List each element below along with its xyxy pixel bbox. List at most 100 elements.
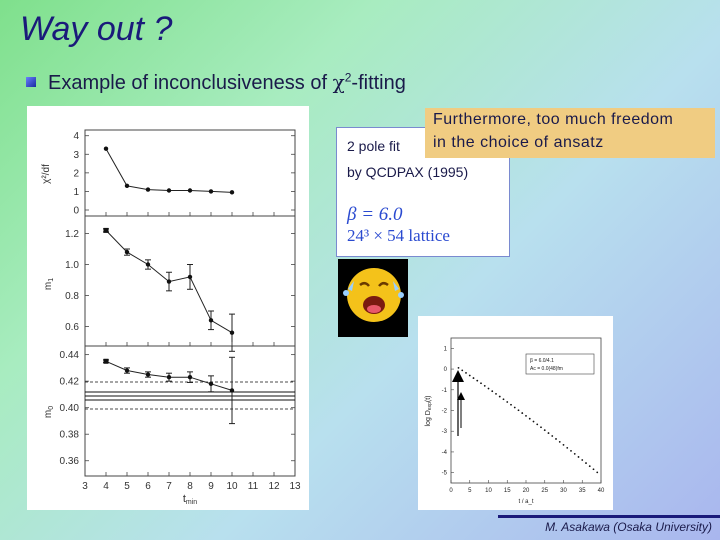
xtick-label: 8 <box>187 481 193 492</box>
right-xtick-label: 20 <box>523 488 530 494</box>
correlator-point <box>495 392 497 395</box>
xtick-label: 10 <box>226 481 238 492</box>
panel_chi-point <box>145 187 151 192</box>
chi2-axis-label: χ²/df <box>41 164 52 184</box>
panel_m0-point <box>208 381 214 387</box>
correlator-point <box>521 412 524 414</box>
correlator-point <box>525 414 527 417</box>
correlator-plot: β = 6.0/4.1 Ac = 0.0(48)fm 10-1-2-3-4-50… <box>425 337 605 505</box>
source-label: by QCDPAX (1995) <box>347 164 469 180</box>
right-legend-line1: β = 6.0/4.1 <box>530 358 554 364</box>
correlator-point <box>585 462 587 464</box>
correlator-figure: β = 6.0/4.1 Ac = 0.0(48)fm 1 0 -1 -2 -3 -4 -5 0… <box>418 316 613 510</box>
right-ytick-label: -1 <box>442 388 448 394</box>
correlator-point <box>491 390 494 393</box>
correlator-point <box>510 403 512 406</box>
beta-label: β = 6.0 <box>347 204 403 225</box>
panel_chi-ytick-label: 0 <box>73 206 79 217</box>
right-x-axis-label: t / a_t <box>518 499 533 505</box>
right-legend-line2: Ac = 0.0(48)fm <box>530 366 563 372</box>
correlator-point <box>472 377 475 379</box>
right-ytick-label: 0 <box>444 367 448 373</box>
panel_chi-point <box>103 146 109 151</box>
bullet-item: Example of inconclusiveness of χ2-fittin… <box>26 68 406 96</box>
lattice-label: 24³ × 54 lattice <box>347 226 450 245</box>
right-xtick-label: 15 <box>504 488 511 494</box>
panel_m1-point <box>124 249 130 255</box>
xtick-label: 6 <box>145 481 151 492</box>
right-xtick-label: 25 <box>541 488 548 494</box>
right-xtick-label: 5 <box>468 488 472 494</box>
right-ytick-label: -3 <box>442 429 448 435</box>
panel_m1-ytick-label: 0.8 <box>65 291 79 302</box>
correlator-point <box>483 384 486 387</box>
correlator-point <box>588 465 591 468</box>
panel_m0-point <box>187 374 193 380</box>
correlator-point <box>498 395 501 398</box>
panel_m1-point <box>229 330 235 335</box>
correlator-point <box>506 401 509 403</box>
right-ytick-label: 1 <box>444 346 448 352</box>
right-xtick-label: 40 <box>598 488 605 494</box>
right-xtick-label: 35 <box>579 488 586 494</box>
footer-credit: M. Asakawa (Osaka University) <box>545 520 712 534</box>
panel_chi-ytick-label: 2 <box>73 168 79 179</box>
correlator-point <box>555 438 557 440</box>
correlator-point <box>476 379 479 382</box>
right-y-axis-label: log Dexp(t) <box>425 395 433 426</box>
xtick-label: 12 <box>268 481 280 492</box>
panel_chi-ytick-label: 3 <box>73 150 79 161</box>
square-bullet-icon <box>26 77 36 87</box>
panel_m1-point <box>166 279 172 284</box>
correlator-point <box>596 471 599 474</box>
panel_chi-point <box>208 189 214 194</box>
correlator-point <box>573 453 576 455</box>
correlator-point <box>592 468 595 471</box>
band-lines <box>85 381 295 410</box>
plot-frames <box>84 129 296 477</box>
panel_m0-ytick-label: 0.38 <box>60 430 80 441</box>
panel_m1-point <box>208 318 214 323</box>
correlator-point <box>540 426 542 429</box>
fit-label: 2 pole fit <box>347 138 400 154</box>
panel_m0-ytick-label: 0.44 <box>60 350 80 361</box>
xtick-label: 7 <box>166 481 172 492</box>
panel_m0-ytick-label: 0.40 <box>60 403 80 414</box>
correlator-point <box>562 443 565 446</box>
bullet-text: Example of inconclusiveness of χ2-fittin… <box>48 69 406 94</box>
xtick-label: 13 <box>289 481 301 492</box>
m1-axis-label: m1 <box>43 278 55 290</box>
correlator-point <box>513 406 516 409</box>
xtick-label: 5 <box>124 481 130 492</box>
xtick-label: 4 <box>103 481 109 492</box>
tmin-axis-label: tmin <box>183 493 197 506</box>
xtick-label: 3 <box>82 481 88 492</box>
panel_chi-ytick-label: 1 <box>73 187 79 198</box>
callout-line2: in the choice of ansatz <box>433 134 604 151</box>
panel_chi-point <box>187 188 193 193</box>
correlator-point <box>468 374 471 377</box>
footer-divider <box>498 515 720 518</box>
xtick-label: 9 <box>208 481 214 492</box>
correlator-point <box>461 369 464 372</box>
correlator-point <box>532 420 535 423</box>
correlator-point <box>577 456 580 458</box>
right-xtick-label: 10 <box>485 488 492 494</box>
correlator-point <box>465 372 467 374</box>
panel_m0-point <box>124 368 130 373</box>
correlator-point <box>487 387 490 390</box>
panel_m1-point <box>187 274 193 280</box>
panel_m1-point <box>103 227 109 233</box>
panel_m0-ytick-label: 0.36 <box>60 456 80 467</box>
right-ytick-label: -5 <box>442 471 448 477</box>
correlator-point <box>543 429 546 432</box>
m0-axis-label: m0 <box>43 406 55 418</box>
panel_m1-ytick-label: 1.2 <box>65 229 79 240</box>
panel_chi-point <box>229 190 235 195</box>
crying-face-icon <box>338 259 408 337</box>
panel_m1-ytick-label: 1.0 <box>65 260 79 271</box>
chi-symbol: χ <box>332 69 345 94</box>
correlator-point <box>566 446 569 449</box>
